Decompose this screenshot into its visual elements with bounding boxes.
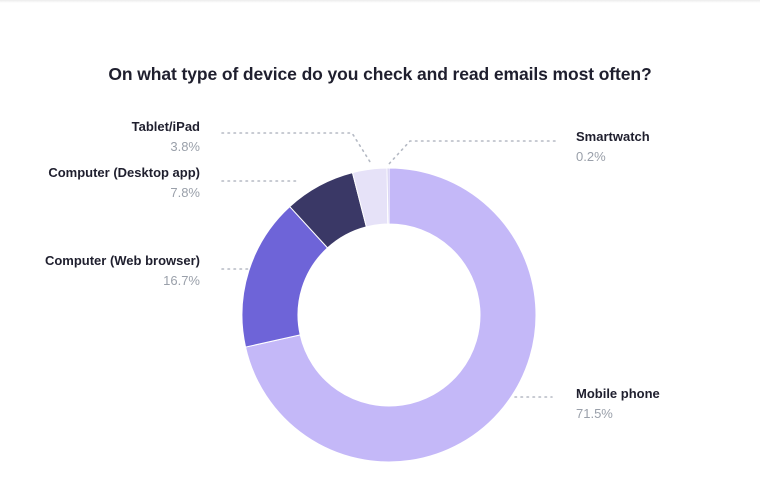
label-web-browser: Computer (Web browser) 16.7% (0, 251, 200, 291)
label-smartwatch: Smartwatch 0.2% (576, 127, 726, 167)
label-mobile-phone-name: Mobile phone (576, 386, 660, 401)
segment-mobile-phone (244, 167, 537, 463)
label-mobile-phone-value: 71.5% (576, 406, 613, 421)
leader-line-smartwatch (387, 140, 556, 166)
label-smartwatch-value: 0.2% (576, 149, 606, 164)
donut-segments (241, 167, 537, 463)
segment-smartwatch (386, 167, 390, 225)
label-desktop-app-name: Computer (Desktop app) (48, 165, 200, 180)
label-desktop-app: Computer (Desktop app) 7.8% (0, 163, 200, 203)
leader-line-tablet (221, 132, 373, 166)
leader-lines (221, 132, 556, 398)
label-smartwatch-name: Smartwatch (576, 129, 650, 144)
label-tablet: Tablet/iPad 3.8% (0, 117, 200, 157)
chart-title: On what type of device do you check and … (108, 64, 652, 84)
label-web-browser-value: 16.7% (163, 273, 200, 288)
label-web-browser-name: Computer (Web browser) (44, 253, 200, 268)
label-mobile-phone: Mobile phone 71.5% (576, 384, 726, 424)
label-desktop-app-value: 7.8% (170, 185, 200, 200)
top-edge-shadow (0, 0, 760, 3)
label-tablet-value: 3.8% (170, 139, 200, 154)
label-tablet-name: Tablet/iPad (131, 119, 200, 134)
